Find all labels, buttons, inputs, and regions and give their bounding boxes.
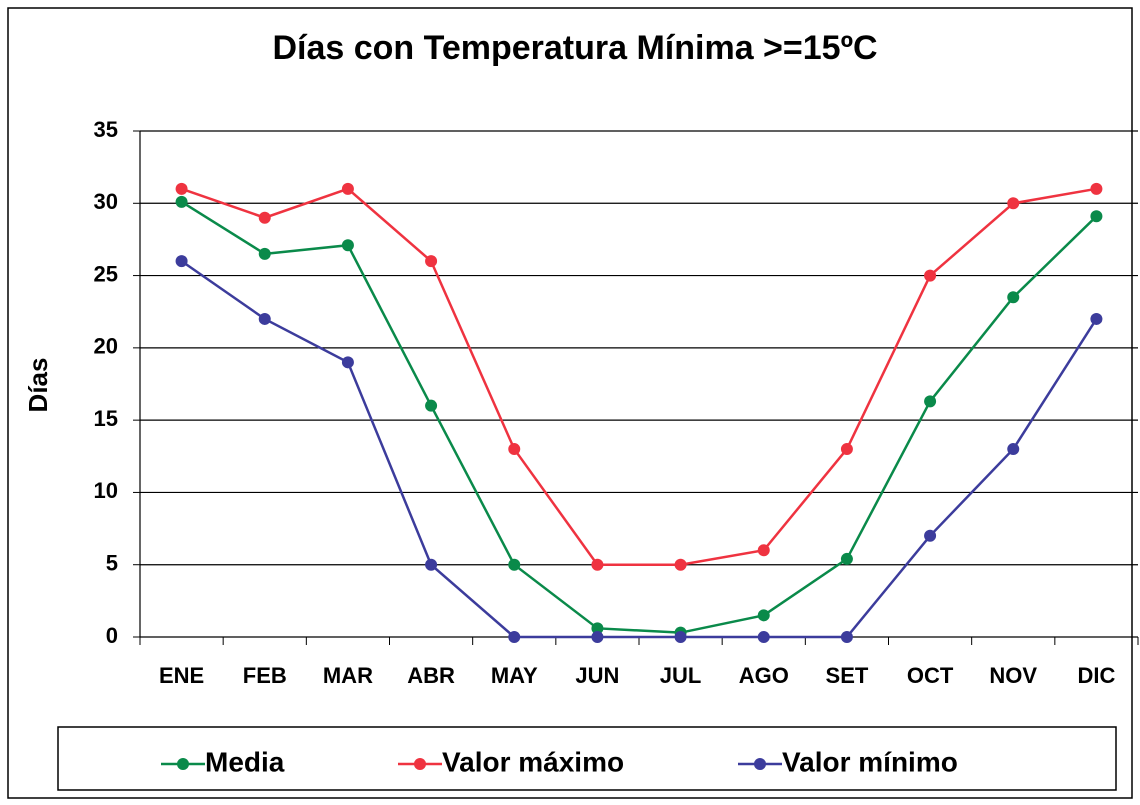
data-point [757,544,770,557]
x-tick-label: ABR [407,663,455,688]
x-tick-label: SET [826,663,869,688]
data-point [591,622,604,635]
data-point [341,239,354,252]
data-point [1007,443,1020,456]
data-point [1090,312,1103,325]
legend-marker [754,758,766,770]
data-point [425,255,438,268]
y-tick-label: 10 [94,478,118,503]
data-point [924,395,937,408]
x-tick-label: JUN [575,663,619,688]
data-point [508,443,521,456]
data-point [757,609,770,622]
chart-frame [7,7,1133,799]
data-point [175,195,188,208]
series-line [181,187,1097,566]
x-tick-label: NOV [989,663,1037,688]
data-point [674,631,687,643]
data-point [1007,291,1020,304]
x-tick-label: MAY [491,663,538,688]
y-tick-label: 5 [106,551,118,576]
x-tick-label: JUL [660,663,702,688]
data-point [258,247,271,260]
data-point [425,558,438,571]
data-point [1007,197,1020,210]
data-point [1090,210,1103,223]
x-tick-label: FEB [243,663,287,688]
data-point [425,399,438,412]
data-point [591,631,604,643]
y-tick-label: 25 [94,261,118,286]
x-tick-label: MAR [323,663,373,688]
x-tick-label: AGO [739,663,789,688]
chart-title: Días con Temperatura Mínima >=15ºC [272,29,877,67]
data-point [258,211,271,224]
data-point [757,631,770,643]
data-point [508,631,521,643]
legend-label: Media [205,746,285,777]
x-tick-label: ENE [159,663,204,688]
data-point [674,558,687,571]
data-point [341,182,354,195]
legend-marker [177,758,189,770]
data-point [840,443,853,456]
y-tick-label: 20 [94,334,118,359]
x-tick-label: OCT [907,663,954,688]
y-tick-label: 30 [94,189,118,214]
y-tick-label: 0 [106,623,118,648]
data-point [175,182,188,195]
data-point [175,255,188,268]
legend-marker [414,758,426,770]
data-point [591,558,604,571]
series-line [180,200,1098,634]
data-point [508,558,521,571]
y-axis-label: Días [23,358,53,413]
data-point [840,552,853,565]
x-tick-label: DIC [1077,663,1115,688]
data-point [924,269,937,282]
data-point [840,631,853,643]
data-point [1090,182,1103,195]
data-point [258,312,271,325]
y-tick-label: 15 [94,406,118,431]
data-point [341,356,354,369]
data-point [924,529,937,542]
series-line [180,260,1098,639]
legend [57,726,1117,791]
y-tick-label: 35 [94,117,118,142]
legend-label: Valor máximo [442,746,624,777]
legend-label: Valor mínimo [782,746,958,777]
